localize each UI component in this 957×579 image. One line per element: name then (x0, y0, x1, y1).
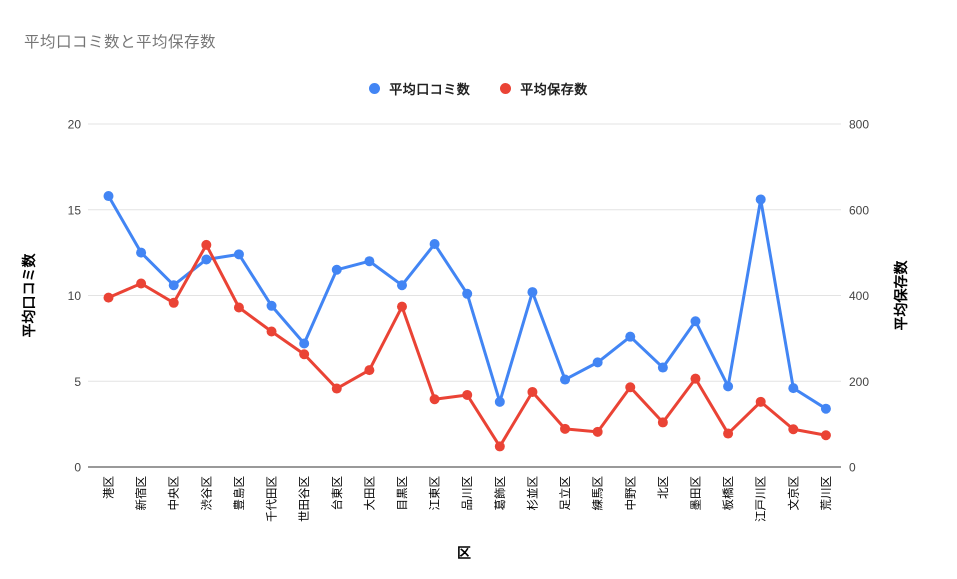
reviews-data-point[interactable] (592, 357, 603, 368)
y-axis-tick-label-right: 600 (849, 203, 869, 217)
x-axis-label: 北区 (657, 476, 670, 499)
x-axis-label: 足立区 (558, 476, 572, 511)
saves-data-point[interactable] (820, 430, 831, 441)
x-axis-label: 新宿区 (134, 476, 148, 511)
reviews-data-point[interactable] (625, 331, 636, 342)
x-axis-label: 台東区 (330, 476, 344, 511)
saves-data-point[interactable] (494, 441, 505, 452)
reviews-data-point[interactable] (136, 247, 147, 258)
chart-legend: 平均口コミ数 平均保存数 (0, 79, 957, 98)
saves-data-point[interactable] (657, 417, 668, 428)
x-axis-label: 世田谷区 (298, 476, 311, 522)
saves-data-point[interactable] (299, 349, 310, 360)
saves-data-point[interactable] (560, 423, 571, 434)
saves-data-point[interactable] (723, 428, 734, 439)
line-chart-plot: 051015200200400600800港区 新宿区 中央区 渋谷区 豊島区 千代田区世… (21, 118, 909, 562)
x-axis-label: 荒川区 (820, 476, 833, 511)
x-axis-label: 杉並区 (525, 476, 539, 511)
chart-title: 平均口コミ数と平均保存数 (24, 34, 217, 51)
reviews-data-point[interactable] (723, 381, 734, 392)
saves-data-point[interactable] (266, 326, 277, 337)
y-axis-tick-label-left: 10 (68, 289, 82, 303)
reviews-data-point[interactable] (396, 280, 407, 291)
saves-data-point[interactable] (527, 386, 538, 397)
x-axis-label: 目黒区 (396, 476, 409, 511)
x-axis-label: 板橋区 (721, 476, 735, 511)
saves-data-point[interactable] (396, 301, 407, 312)
reviews-data-point[interactable] (788, 383, 799, 394)
x-axis-label: 中野区 (624, 476, 637, 511)
reviews-series-line[interactable] (107, 194, 828, 411)
legend-item-avg-reviews[interactable]: 平均口コミ数 (369, 79, 470, 98)
x-axis-label: 練馬区 (591, 476, 605, 511)
saves-data-point[interactable] (788, 424, 799, 435)
reviews-data-point[interactable] (820, 403, 831, 414)
saves-data-point[interactable] (690, 373, 701, 384)
saves-data-point[interactable] (462, 389, 473, 400)
x-axis-label: 港区 (103, 476, 116, 499)
y-axis-tick-label-right: 0 (849, 461, 856, 475)
reviews-data-point[interactable] (233, 249, 244, 260)
x-axis-label: 葛飾区 (494, 476, 507, 511)
x-axis-label: 墨田区 (689, 476, 702, 511)
reviews-data-point[interactable] (462, 288, 473, 299)
x-axis-label: 江戸川区 (755, 476, 768, 522)
reviews-data-point[interactable] (429, 239, 440, 250)
reviews-data-point[interactable] (755, 194, 766, 205)
y-axis-tick-label-right: 800 (849, 118, 869, 132)
x-axis-label: 中央区 (168, 476, 181, 511)
reviews-data-point[interactable] (331, 264, 342, 275)
x-axis-label: 渋谷区 (200, 476, 213, 511)
x-axis-label: 豊島区 (232, 476, 246, 511)
saves-data-point[interactable] (233, 302, 244, 313)
saves-series-line[interactable] (107, 243, 828, 448)
x-axis-label: 千代田区 (266, 476, 279, 522)
reviews-data-point[interactable] (168, 280, 179, 291)
saves-data-point[interactable] (168, 297, 179, 308)
saves-data-point[interactable] (201, 239, 212, 250)
y-axis-tick-label-right: 200 (849, 375, 869, 389)
legend-reviews-dot-icon (369, 83, 381, 94)
y-axis-tick-label-left: 5 (74, 375, 81, 389)
reviews-data-point[interactable] (690, 316, 701, 327)
y-axis-tick-label-left: 20 (68, 118, 82, 132)
legend-item-avg-saves[interactable]: 平均保存数 (500, 79, 588, 98)
y-axis-tick-label-left: 15 (68, 203, 82, 217)
x-axis-label: 大田区 (362, 476, 376, 511)
saves-data-point[interactable] (331, 383, 342, 394)
reviews-data-point[interactable] (494, 396, 505, 407)
saves-data-point[interactable] (103, 292, 114, 303)
reviews-data-point[interactable] (657, 362, 668, 373)
x-axis-label: 江東区 (429, 476, 442, 511)
saves-data-point[interactable] (429, 394, 440, 405)
saves-data-point[interactable] (625, 382, 636, 393)
y-axis-tick-label-left: 0 (74, 461, 81, 475)
reviews-data-point[interactable] (527, 287, 538, 298)
right-axis-title: 平均保存数 (893, 260, 909, 331)
x-axis-label: 品川区 (461, 476, 474, 511)
reviews-data-point[interactable] (299, 338, 310, 349)
left-axis-title: 平均口コミ数 (21, 253, 37, 338)
reviews-data-point[interactable] (103, 191, 114, 202)
legend-saves-label: 平均保存数 (520, 82, 588, 97)
saves-data-point[interactable] (136, 278, 147, 289)
x-axis-title: 区 (457, 545, 471, 561)
legend-reviews-label: 平均口コミ数 (389, 82, 471, 97)
reviews-data-point[interactable] (201, 254, 212, 265)
saves-data-point[interactable] (592, 426, 603, 437)
y-axis-tick-label-right: 400 (849, 289, 869, 303)
saves-data-point[interactable] (755, 396, 766, 407)
saves-data-point[interactable] (364, 365, 375, 376)
reviews-data-point[interactable] (560, 374, 571, 385)
legend-saves-dot-icon (500, 83, 512, 94)
x-axis-label: 文京区 (786, 476, 800, 511)
reviews-data-point[interactable] (266, 300, 277, 311)
reviews-data-point[interactable] (364, 256, 375, 267)
